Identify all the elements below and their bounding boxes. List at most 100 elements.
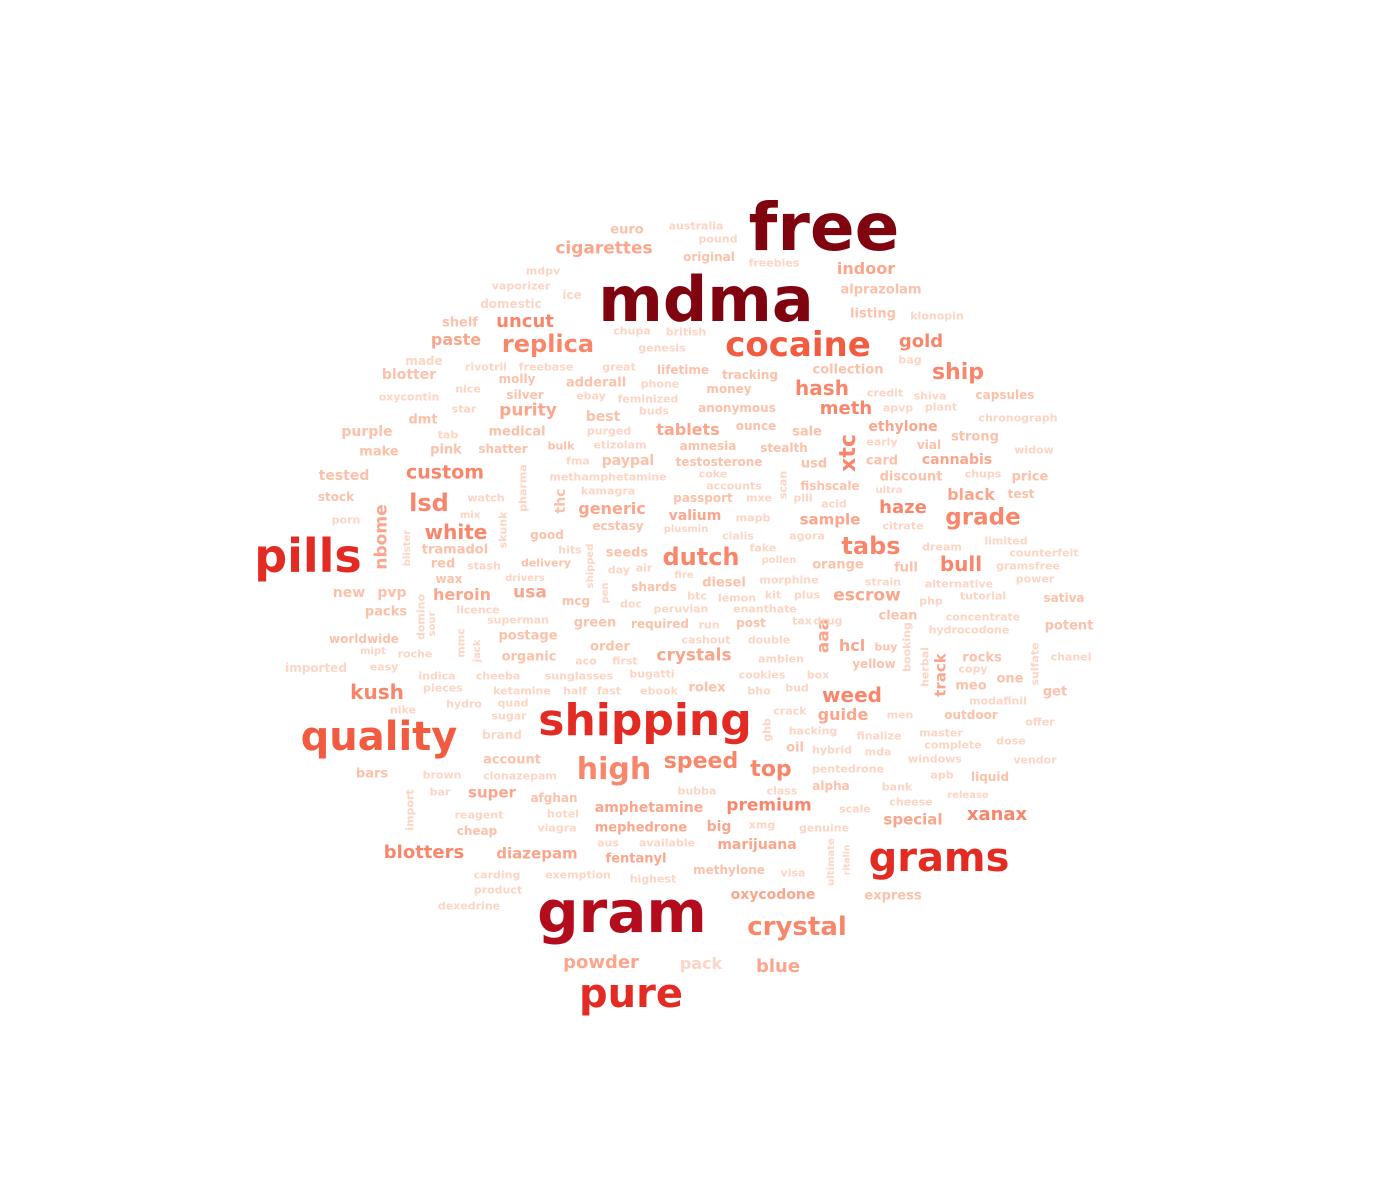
word-tabs: tabs (841, 532, 901, 560)
word-account: account (483, 752, 541, 768)
word-alternative: alternative (924, 577, 994, 591)
word-stealth: stealth (760, 441, 808, 455)
word-product: product (473, 883, 523, 897)
word-reagent: reagent (454, 808, 504, 822)
word-pack: pack (679, 954, 723, 973)
word-cheeba: cheeba (475, 669, 521, 683)
word-mapb: mapb (735, 511, 771, 525)
word-licence: licence (456, 603, 500, 617)
word-amphetamine: amphetamine (594, 800, 704, 816)
word-copy: copy (958, 662, 988, 676)
word-get: get (1042, 684, 1068, 700)
word-dream: dream (922, 540, 962, 554)
word-available: available (638, 836, 696, 850)
word-price: price (1011, 469, 1049, 485)
word-peruvian: peruvian (653, 602, 709, 616)
word-fma: fma (566, 454, 590, 468)
word-alpha: alpha (812, 779, 850, 793)
word-shards: shards (631, 580, 677, 594)
word-diesel: diesel (702, 575, 746, 591)
word-sour: sour (427, 611, 438, 637)
word-ship: ship (931, 360, 985, 385)
word-mda: mda (864, 745, 892, 759)
word-kush: kush (350, 680, 404, 704)
word-xanax: xanax (966, 804, 1028, 825)
word-agora: agora (789, 529, 825, 543)
word-blotters: blotters (383, 842, 465, 863)
word-fentanyl: fentanyl (605, 851, 667, 867)
word-widow: widow (1014, 443, 1054, 457)
word-viagra: viagra (537, 821, 577, 835)
word-booking: booking (900, 622, 914, 672)
word-fake: fake (749, 541, 777, 555)
word-card: card (865, 453, 899, 469)
word-shelf: shelf (442, 315, 478, 331)
word-class: class (766, 784, 798, 798)
word-listing: listing (850, 306, 896, 322)
word-btc: btc (687, 589, 707, 603)
word-plusmin: plusmin (663, 524, 709, 535)
word-premium: premium (726, 795, 812, 816)
word-clean: clean (878, 608, 918, 624)
word-brand: brand (482, 728, 522, 742)
word-chups: chups (964, 467, 1002, 481)
word-aus: aus (597, 836, 619, 850)
word-powder: powder (563, 952, 639, 973)
word-bull: bull (939, 552, 983, 576)
word-freebase: freebase (518, 360, 574, 374)
word-purity: purity (499, 400, 557, 421)
word-lsd: lsd (409, 489, 449, 517)
word-special: special (883, 810, 943, 829)
word-bud: bud (785, 681, 809, 695)
word-bho: bho (747, 684, 771, 698)
word-imported: imported (285, 661, 347, 675)
word-methylone: methylone (693, 863, 765, 877)
word-master: master (919, 726, 963, 740)
word-guide: guide (817, 705, 869, 724)
word-genesis: genesis (638, 341, 686, 355)
word-black: black (947, 485, 995, 504)
word-roche: roche (397, 647, 433, 661)
word-required: required (631, 617, 689, 631)
word-paypal: paypal (601, 453, 655, 469)
word-day: day (607, 563, 631, 577)
word-exemption: exemption (545, 868, 611, 882)
word-medical: medical (488, 424, 546, 440)
word-meth: meth (819, 398, 873, 419)
word-tab: tab (437, 428, 459, 442)
word-pound: pound (698, 232, 738, 246)
word-white: white (424, 520, 488, 544)
word-big: big (706, 819, 732, 835)
word-blue: blue (755, 956, 801, 977)
word-fast: fast (596, 684, 622, 698)
word-high: high (576, 752, 652, 787)
word-orange: orange (812, 557, 864, 573)
word-kamagra: kamagra (580, 484, 636, 498)
word-concentrate: concentrate (945, 610, 1021, 624)
word-scan: scan (776, 470, 790, 500)
word-chupa: chupa (613, 324, 651, 338)
word-nike: nike (389, 703, 417, 717)
word-pink: pink (430, 442, 462, 458)
word-vaporizer: vaporizer (491, 279, 551, 293)
word-skunk: skunk (496, 511, 510, 549)
word-track: track (931, 653, 950, 697)
word-strong: strong (951, 429, 999, 445)
word-hash: hash (795, 376, 849, 400)
word-import: import (403, 789, 417, 831)
word-methamphetamine: methamphetamine (549, 470, 667, 484)
word-scale: scale (839, 802, 871, 816)
word-mmc: mmc (454, 628, 468, 658)
word-credit: credit (866, 386, 904, 400)
word-ebook: ebook (640, 684, 678, 698)
word-ecstasy: ecstasy (592, 519, 644, 533)
word-tax: tax (792, 614, 812, 628)
word-shiva: shiva (913, 389, 947, 403)
word-hits: hits (558, 543, 582, 557)
word-plus: plus (793, 588, 821, 602)
word-citrate: citrate (882, 519, 924, 533)
word-usd: usd (800, 456, 828, 472)
word-quad: quad (497, 696, 529, 710)
word-crystals: crystals (656, 645, 732, 666)
word-tracking: tracking (721, 368, 779, 382)
